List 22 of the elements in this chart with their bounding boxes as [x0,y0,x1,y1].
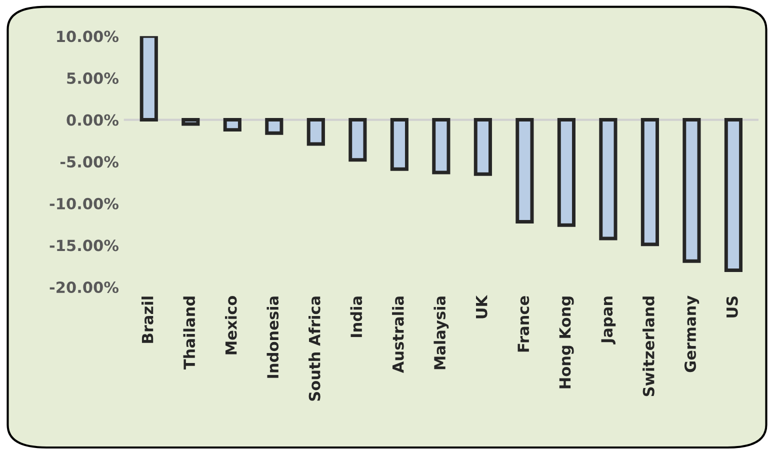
y-tick-label: -15.00% [50,240,118,252]
x-tick-label: Japan [601,296,616,344]
x-tick-label: Brazil [142,296,154,343]
x-tick-label: Thailand [183,296,196,370]
y-tick-label: 5.00% [67,72,118,84]
x-tick-label: Germany [684,296,700,372]
x-tick-label: Hong Kong [559,296,574,388]
x-tick-label: UK [476,294,488,318]
y-tick-label: -5.00% [60,156,118,168]
x-tick-label: Malaysia [434,296,449,370]
y-tick-label: 10.00% [57,30,118,42]
x-tick-label: US [726,296,738,318]
y-tick-label: -10.00% [50,198,118,210]
x-tick-label: Indonesia [266,296,279,378]
x-tick-label: France [518,296,530,352]
x-tick-label: Switzerland [642,296,654,396]
x-tick-label: Mexico [225,296,237,354]
x-tick-label: South Africa [308,296,320,401]
x-tick-label: Australia [392,296,404,374]
y-tick-label: 0.00% [66,114,118,126]
x-tick-label: India [350,296,362,338]
y-tick-label: -20.00% [50,281,118,294]
